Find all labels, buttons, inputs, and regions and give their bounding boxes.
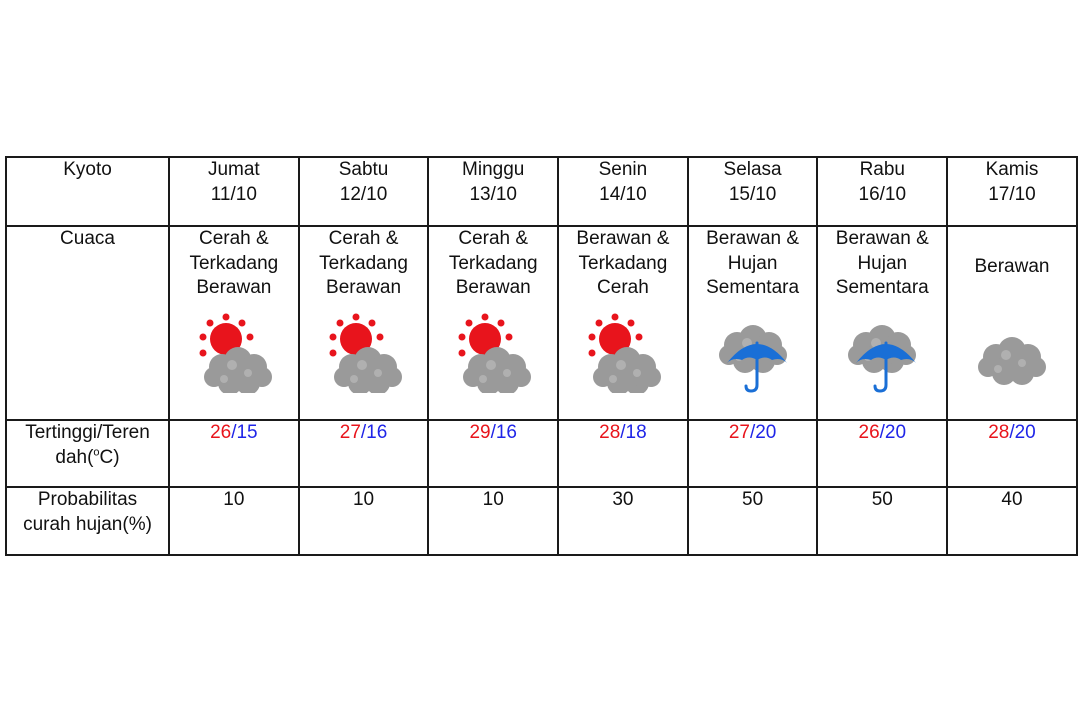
temperature-cell: 27/16 bbox=[297, 419, 430, 488]
weather-row-label: Cuaca bbox=[5, 225, 170, 421]
city-name: Kyoto bbox=[5, 156, 170, 227]
weather-description: Berawan bbox=[974, 255, 1050, 277]
high-temp: 26 bbox=[210, 422, 232, 443]
temperature-cell: 29/16 bbox=[427, 419, 560, 488]
weather-description: Cerah & Terkadang Berawan bbox=[448, 228, 538, 298]
weather-cell: Cerah & Terkadang Berawan bbox=[427, 225, 560, 421]
weather-description: Berawan & Hujan Sementara bbox=[835, 228, 929, 298]
rain-probability-cell: 40 bbox=[946, 486, 1078, 556]
weather-cell: Cerah & Terkadang Berawan bbox=[297, 225, 430, 421]
cloud-umbrella-icon bbox=[842, 313, 922, 393]
temperature-cell: 27/20 bbox=[686, 419, 819, 488]
temperature-row: Tertinggi/Teren dah(oC) 26/15 27/16 29/1… bbox=[5, 419, 1078, 488]
day-header: Jumat 11/10 bbox=[168, 156, 300, 227]
day-header: Sabtu 12/10 bbox=[297, 156, 430, 227]
weather-cell: Cerah & Terkadang Berawan bbox=[168, 225, 300, 421]
temperature-cell: 26/15 bbox=[168, 419, 300, 488]
rain-probability-row-label: Probabilitas curah hujan(%) bbox=[5, 486, 170, 556]
weather-row: Cuaca Cerah & Terkadang Berawan Cerah & Ter… bbox=[5, 225, 1078, 421]
rain-probability-row: Probabilitas curah hujan(%) 10 10 10 30 … bbox=[5, 486, 1078, 556]
low-temp: 16 bbox=[495, 422, 517, 443]
weather-description: Berawan & Hujan Sementara bbox=[706, 228, 800, 298]
high-temp: 28 bbox=[599, 422, 621, 443]
high-temp: 29 bbox=[469, 422, 491, 443]
weather-description: Cerah & Terkadang Berawan bbox=[319, 228, 408, 298]
rain-probability-cell: 50 bbox=[816, 486, 949, 556]
weather-forecast-table: Kyoto Jumat 11/10 Sabtu 12/10 Minggu 13/10 … bbox=[5, 156, 1078, 556]
weather-description: Cerah & Terkadang Berawan bbox=[189, 228, 279, 298]
low-temp: 16 bbox=[366, 422, 388, 443]
high-temp: 26 bbox=[858, 422, 880, 443]
day-header: Minggu 13/10 bbox=[427, 156, 560, 227]
sun-cloud-icon bbox=[194, 313, 274, 393]
day-header: Rabu 16/10 bbox=[816, 156, 949, 227]
cloud-icon bbox=[972, 313, 1052, 393]
rain-probability-cell: 10 bbox=[168, 486, 300, 556]
sun-cloud-icon bbox=[324, 313, 404, 393]
low-temp: 20 bbox=[884, 422, 907, 443]
weather-cell: Berawan & Hujan Sementara bbox=[816, 225, 949, 421]
temperature-cell: 28/20 bbox=[946, 419, 1078, 488]
weather-cell: Berawan & Terkadang Cerah bbox=[557, 225, 689, 421]
temperature-row-label: Tertinggi/Teren dah(oC) bbox=[5, 419, 170, 488]
weather-cell: Berawan & Hujan Sementara bbox=[686, 225, 819, 421]
rain-probability-cell: 10 bbox=[297, 486, 430, 556]
temperature-cell: 28/18 bbox=[557, 419, 689, 488]
high-temp: 27 bbox=[728, 422, 750, 443]
sun-cloud-icon bbox=[583, 313, 663, 393]
low-temp: 18 bbox=[625, 422, 647, 443]
high-temp: 27 bbox=[339, 422, 361, 443]
day-header: Senin 14/10 bbox=[557, 156, 689, 227]
cloud-umbrella-icon bbox=[713, 313, 793, 393]
temperature-cell: 26/20 bbox=[816, 419, 949, 488]
rain-probability-cell: 10 bbox=[427, 486, 560, 556]
day-header: Kamis 17/10 bbox=[946, 156, 1078, 227]
day-header: Selasa 15/10 bbox=[686, 156, 819, 227]
rain-probability-cell: 50 bbox=[686, 486, 819, 556]
low-temp: 20 bbox=[755, 422, 777, 443]
low-temp: 15 bbox=[236, 422, 258, 443]
rain-probability-cell: 30 bbox=[557, 486, 689, 556]
weather-cell: Berawan bbox=[946, 225, 1078, 421]
sun-cloud-icon bbox=[453, 313, 533, 393]
high-temp: 28 bbox=[988, 422, 1010, 443]
weather-description: Berawan & Terkadang Cerah bbox=[576, 228, 670, 298]
low-temp: 20 bbox=[1014, 422, 1036, 443]
header-row: Kyoto Jumat 11/10 Sabtu 12/10 Minggu 13/10 … bbox=[5, 156, 1078, 227]
